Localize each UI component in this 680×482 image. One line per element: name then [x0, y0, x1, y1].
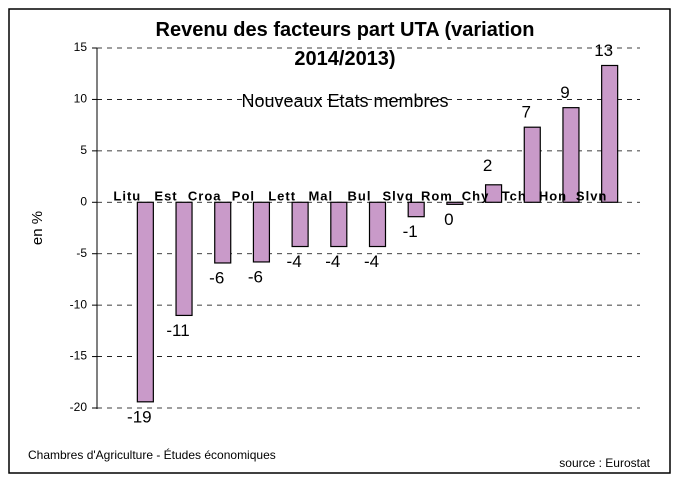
value-label: -6	[248, 267, 263, 286]
y-tick-label: 15	[74, 40, 88, 54]
x-tick-label: Bul	[348, 189, 372, 204]
x-tick-label: Slvn	[576, 189, 607, 204]
y-tick-label: -20	[70, 400, 88, 414]
bar	[214, 201, 232, 264]
y-tick-label: 10	[74, 92, 88, 106]
y-tick-label: -10	[70, 297, 88, 311]
value-label: -4	[364, 252, 379, 271]
value-label: -19	[127, 407, 152, 426]
value-label: -6	[209, 268, 224, 287]
x-tick-label: Hon	[539, 189, 567, 204]
value-label: -4	[325, 252, 340, 271]
x-tick-label: Pol	[232, 189, 255, 204]
value-label: 13	[594, 41, 613, 60]
bar	[484, 184, 503, 203]
y-tick-label: 0	[80, 194, 87, 208]
y-tick-label: -5	[76, 246, 87, 260]
bar	[368, 201, 387, 248]
value-label: 9	[560, 83, 569, 102]
bar	[252, 201, 271, 263]
value-label: -11	[166, 321, 189, 340]
footer-left: Chambres d'Agriculture - Études économiq…	[28, 447, 276, 462]
bar	[446, 201, 464, 205]
chart-border	[8, 8, 671, 474]
x-tick-label: Croa	[188, 189, 222, 204]
bar	[601, 64, 619, 203]
footer-right: source : Eurostat	[559, 456, 650, 470]
value-label: 2	[483, 156, 492, 175]
chart-title: Revenu des facteurs part UTA (variation …	[155, 19, 535, 70]
chart-subtitle: Nouveaux Etats membres	[241, 91, 448, 111]
y-tick-label: 5	[80, 143, 87, 157]
value-label: 7	[522, 103, 531, 122]
y-tick-label: -15	[70, 349, 88, 363]
x-tick-label: Mal	[308, 189, 333, 204]
bar	[407, 201, 425, 218]
x-tick-label: Slvq	[382, 189, 413, 204]
x-tick-label: Lett	[268, 189, 296, 204]
value-label: -4	[287, 252, 302, 271]
value-label: -1	[403, 222, 418, 241]
bar	[330, 201, 348, 248]
x-tick-label: Litu	[113, 189, 141, 204]
x-tick-label: Chy	[462, 189, 490, 204]
x-tick-label: Rom	[421, 189, 453, 204]
bar	[562, 107, 580, 203]
bar	[291, 201, 309, 248]
bar	[136, 201, 154, 403]
x-tick-label: Tch	[502, 189, 527, 204]
bar	[523, 126, 541, 203]
x-tick-label: Est	[154, 189, 177, 204]
value-label: 0	[444, 210, 453, 229]
y-axis-label: en %	[29, 211, 46, 245]
bar	[175, 201, 193, 317]
